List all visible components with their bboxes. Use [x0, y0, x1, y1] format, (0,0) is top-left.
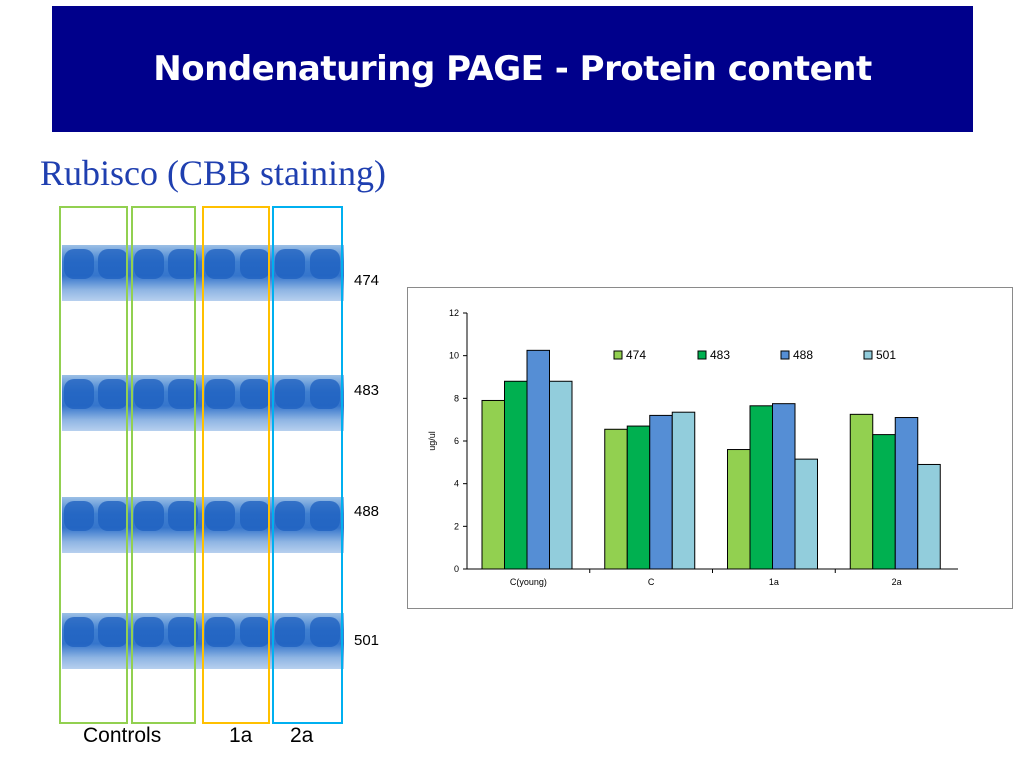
bar-474-2a: [849, 413, 874, 570]
bar-483-2a: [872, 434, 896, 570]
legend-swatch-483: [697, 350, 707, 360]
gel-band: [275, 249, 305, 279]
x-tick-label: 2a: [892, 577, 902, 587]
gel-label-483: 483: [354, 382, 380, 399]
bar-501-1a: [794, 458, 818, 570]
gel-band: [168, 379, 198, 409]
bar-501-2a: [917, 463, 941, 570]
gel-band: [205, 379, 235, 409]
gel-band: [275, 501, 305, 531]
bar-483-C(young): [504, 380, 528, 570]
y-tick-label: 8: [454, 393, 459, 403]
bar-474-C: [604, 428, 628, 570]
slide-title: Nondenaturing PAGE - Protein content: [153, 49, 872, 89]
gel-band: [240, 501, 270, 531]
bar-chart: 0 2 4 6 8 10 12 ug/ul C(young) C 1a 2a 474 483 488 501: [407, 287, 1013, 609]
gel-band: [205, 501, 235, 531]
gel-band: [98, 501, 128, 531]
gel-label-488: 488: [354, 503, 380, 520]
gel-band: [98, 617, 128, 647]
gel-band: [134, 379, 164, 409]
group-label-2a: 2a: [290, 724, 314, 747]
gel-band: [275, 617, 305, 647]
bar-501-C(young): [549, 380, 573, 570]
x-tick-label: 1a: [769, 577, 779, 587]
gel-label-474: 474: [354, 272, 380, 289]
gel-band: [240, 249, 270, 279]
bar-488-2a: [894, 417, 919, 570]
x-tick-label: C: [648, 577, 655, 587]
gel-band: [98, 379, 128, 409]
y-tick-label: 12: [449, 308, 459, 318]
lane-box-controls-2: [131, 206, 196, 724]
group-label-1a: 1a: [229, 724, 253, 747]
group-label-controls: Controls: [83, 724, 162, 747]
gel-band: [98, 249, 128, 279]
legend-label-474: 474: [626, 348, 646, 362]
gel-label-501: 501: [354, 632, 380, 649]
legend-label-488: 488: [793, 348, 813, 362]
gel-band: [134, 617, 164, 647]
gel-band: [310, 617, 340, 647]
title-bar: Nondenaturing PAGE - Protein content: [52, 6, 973, 132]
lane-box-1a: [202, 206, 270, 724]
bar-488-C: [649, 414, 673, 570]
bar-488-1a: [772, 403, 796, 570]
slide-subtitle: Rubisco (CBB staining): [40, 153, 387, 193]
gel-band: [168, 501, 198, 531]
gel-band: [64, 501, 94, 531]
bar-501-C: [671, 411, 696, 570]
bar-483-C: [626, 425, 651, 570]
x-tick-label: C(young): [510, 577, 547, 587]
legend-swatch-488: [780, 350, 790, 360]
bar-474-1a: [727, 449, 751, 570]
y-tick-label: 0: [454, 564, 459, 574]
gel-band: [310, 379, 340, 409]
legend-label-501: 501: [876, 348, 896, 362]
gel-band: [134, 501, 164, 531]
gel-band: [205, 617, 235, 647]
y-axis-label: ug/ul: [427, 431, 437, 451]
gel-band: [168, 617, 198, 647]
gel-band: [64, 249, 94, 279]
gel-band: [134, 249, 164, 279]
lane-box-2a: [272, 206, 343, 724]
legend-swatch-474: [613, 350, 623, 360]
gel-band: [240, 617, 270, 647]
lane-box-controls-1: [59, 206, 128, 724]
gel-band: [310, 249, 340, 279]
legend-swatch-501: [863, 350, 873, 360]
y-tick-label: 2: [454, 521, 459, 531]
bar-488-C(young): [526, 349, 550, 570]
gel-band: [205, 249, 235, 279]
chart-svg: 0 2 4 6 8 10 12 ug/ul C(young) C 1a 2a 474 483 488 501: [427, 308, 958, 587]
legend-label-483: 483: [710, 348, 730, 362]
gel-band: [275, 379, 305, 409]
gel-band: [64, 617, 94, 647]
y-tick-label: 4: [454, 479, 459, 489]
gel-band: [240, 379, 270, 409]
y-tick-label: 6: [454, 436, 459, 446]
gel-band: [310, 501, 340, 531]
bar-474-C(young): [481, 399, 505, 570]
gel-band: [168, 249, 198, 279]
gel-band: [64, 379, 94, 409]
y-tick-label: 10: [449, 351, 459, 361]
bar-483-1a: [749, 405, 773, 570]
